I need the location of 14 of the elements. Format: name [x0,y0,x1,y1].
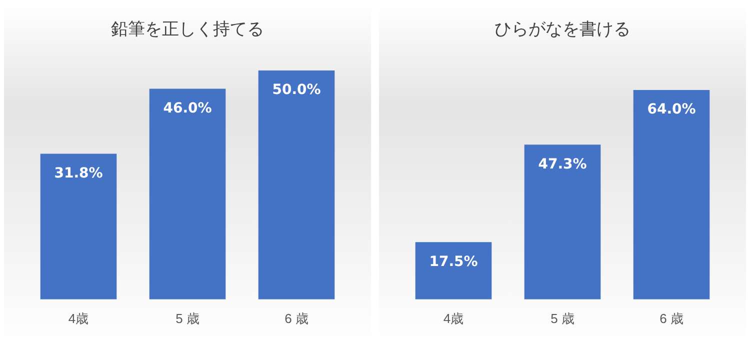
x-tick-label: 5 歳 [550,310,574,326]
x-tick-label: 6 歳 [660,310,684,326]
x-tick-label: 6 歳 [284,310,308,326]
data-label: 46.0% [163,100,212,116]
chart-title: ひらがなを書ける [494,20,630,40]
data-label: 64.0% [647,102,696,118]
x-tick-label: 5 歳 [176,310,200,326]
data-label: 17.5% [429,254,478,270]
data-label: 47.3% [538,156,587,172]
chart-title: 鉛筆を正しく持てる [111,20,264,40]
data-label: 50.0% [272,82,321,98]
x-tick-label: 4歳 [68,310,89,326]
data-label: 31.8% [54,165,103,182]
x-tick-label: 4歳 [443,310,464,326]
